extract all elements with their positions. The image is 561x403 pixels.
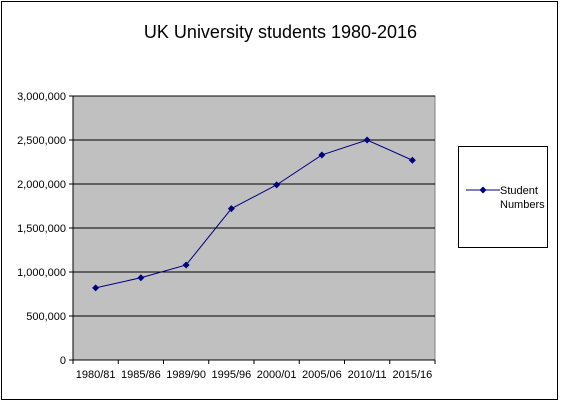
legend-series-marker [466, 186, 500, 194]
y-tick-label: 3,000,000 [17, 91, 66, 103]
x-tick-label: 1989/90 [166, 369, 206, 381]
x-tick-label: 1985/86 [121, 369, 161, 381]
data-point [182, 261, 190, 269]
y-tick-label: 0 [60, 355, 66, 367]
data-point [363, 136, 371, 144]
data-point [137, 274, 145, 282]
legend-series-label: Student Numbers [500, 185, 545, 211]
legend: Student Numbers [458, 146, 548, 248]
data-point [273, 181, 281, 189]
y-tick-label: 1,500,000 [17, 223, 66, 235]
series-line [95, 139, 413, 289]
y-tick-label: 500,000 [26, 311, 66, 323]
x-axis-ticks: 1980/81 1985/86 1989/90 1995/96 2000/01 2005/… [72, 360, 436, 381]
y-tick-label: 1,000,000 [17, 267, 66, 279]
gridlines [73, 95, 435, 317]
series-layer [92, 136, 416, 292]
y-tick-label: 2,000,000 [17, 179, 66, 191]
y-tick-label: 2,500,000 [17, 135, 66, 147]
chart-title: UK University students 1980-2016 [143, 22, 418, 42]
y-axis-ticks: 0 500,000 1,000,000 1,500,000 2,000,000 2,500… [17, 91, 73, 367]
x-tick-label: 1980/81 [76, 369, 116, 381]
x-tick-label: 2010/11 [348, 369, 387, 381]
data-point [227, 205, 235, 213]
x-tick-label: 2015/16 [392, 369, 432, 381]
x-tick-label: 2000/01 [257, 369, 297, 381]
data-point [92, 284, 100, 292]
x-tick-label: 2005/06 [302, 369, 342, 381]
x-tick-label: 1995/96 [211, 369, 251, 381]
data-point [408, 156, 416, 164]
data-point [318, 151, 326, 159]
